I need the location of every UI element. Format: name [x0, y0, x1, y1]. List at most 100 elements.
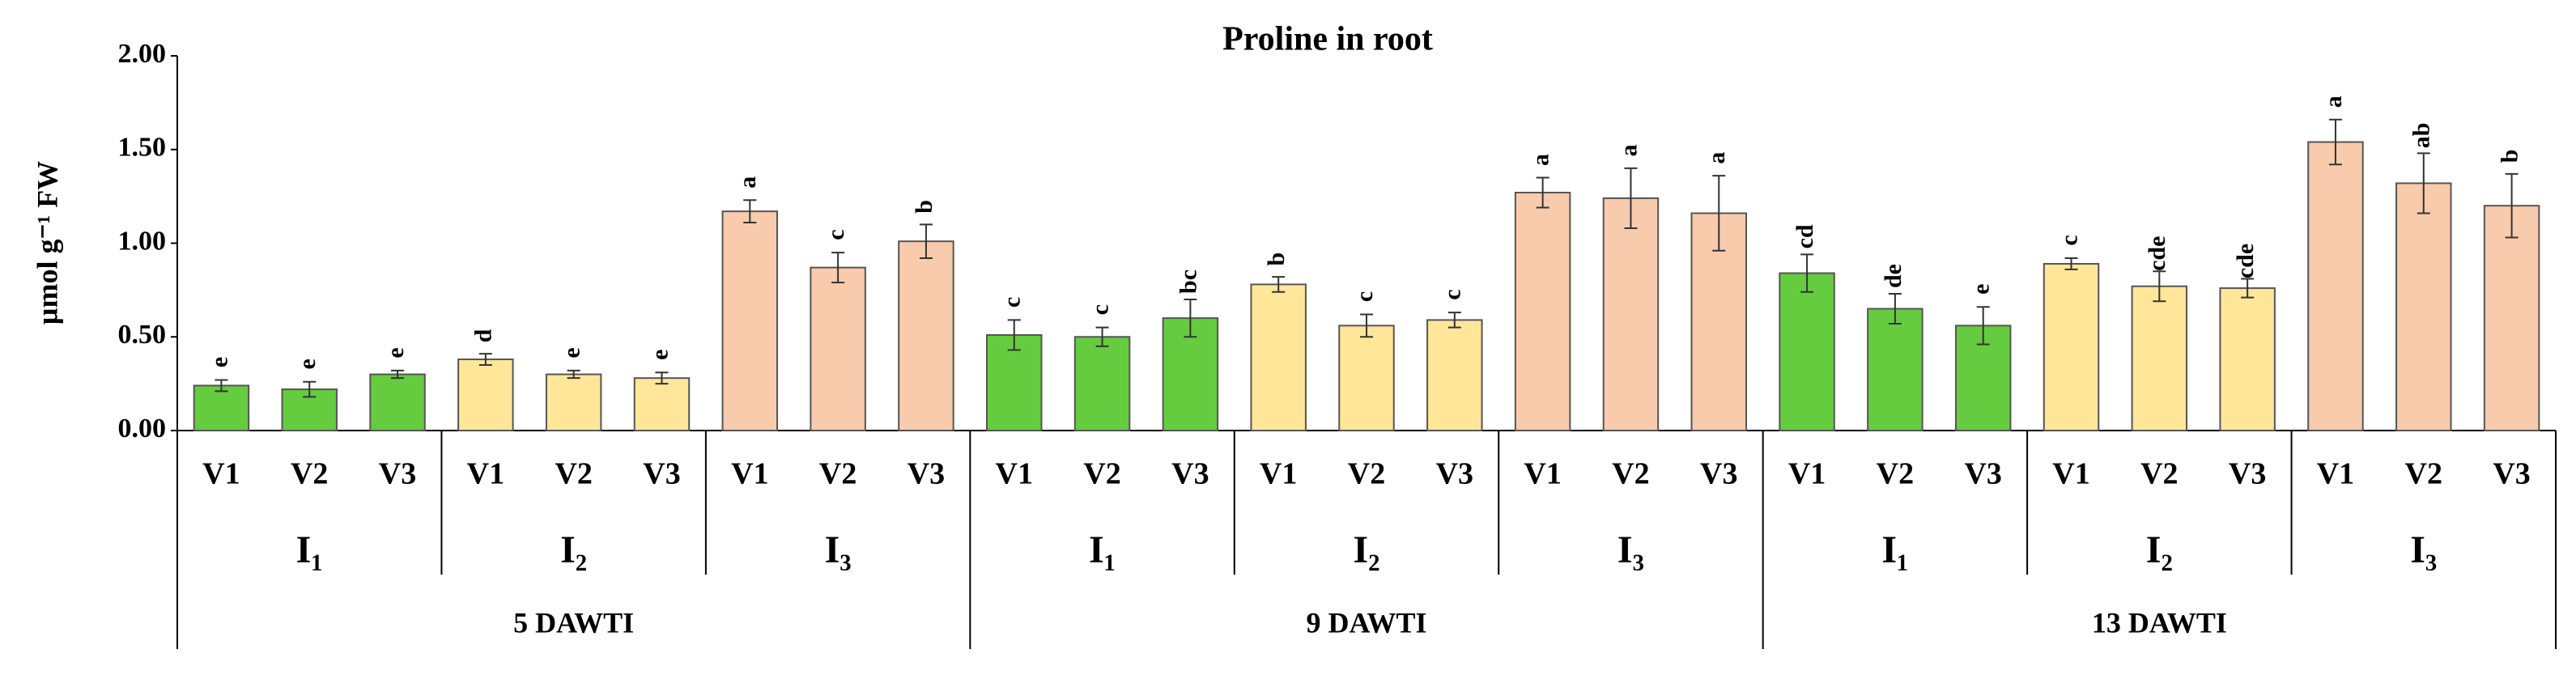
- error-bar: [2064, 257, 2078, 270]
- significance-letter: a: [734, 176, 761, 189]
- error-bar: [1712, 175, 1726, 252]
- subgroup-label: I₁: [296, 528, 323, 571]
- subgroup-label: I₃: [825, 528, 852, 571]
- y-tick-label: 1.50: [118, 133, 167, 163]
- significance-letter: cde: [2232, 244, 2259, 278]
- group-label: 5 DAWTI: [513, 606, 634, 639]
- x-tick-label: V3: [643, 457, 680, 491]
- bar: [1073, 336, 1131, 431]
- significance-letter: ab: [2408, 123, 2435, 149]
- x-tick-label: V2: [2405, 457, 2442, 491]
- subgroup-label: I₃: [2410, 528, 2437, 571]
- group-label: 9 DAWTI: [1306, 606, 1426, 639]
- bar: [193, 384, 250, 432]
- error-bar: [1976, 306, 1990, 346]
- significance-letter: e: [382, 347, 409, 358]
- bar: [2307, 141, 2364, 432]
- error-bar: [1095, 326, 1109, 347]
- x-tick-label: V1: [996, 457, 1033, 491]
- error-bar: [303, 380, 317, 398]
- significance-letter: a: [1528, 154, 1554, 166]
- subgroup-label: I₂: [2146, 528, 2173, 571]
- x-tick-label: V2: [1612, 457, 1649, 491]
- x-tick-label: V2: [819, 457, 857, 491]
- error-bar: [2505, 172, 2519, 239]
- x-tick-label: V2: [555, 457, 592, 491]
- error-bar: [2241, 278, 2255, 299]
- error-bar: [1888, 293, 1902, 325]
- significance-letter: a: [1615, 144, 1642, 156]
- x-tick-label: V2: [2140, 457, 2178, 491]
- error-bar: [1536, 176, 1549, 209]
- significance-letter: bc: [1175, 269, 1201, 294]
- bar: [2483, 205, 2540, 431]
- x-tick-label: V1: [2317, 457, 2354, 491]
- significance-letter: b: [911, 200, 937, 214]
- bar: [1338, 325, 1395, 431]
- x-tick-label: V1: [1260, 457, 1297, 491]
- bar: [1250, 283, 1307, 431]
- error-bar: [478, 353, 492, 366]
- error-bar: [1447, 312, 1461, 329]
- bar: [1779, 272, 1835, 432]
- x-tick-label: V3: [379, 457, 416, 491]
- significance-letter: c: [1439, 289, 1466, 299]
- error-bar: [2153, 270, 2166, 303]
- x-tick-label: V3: [1436, 457, 1473, 491]
- x-tick-label: V2: [1877, 457, 1914, 491]
- bar: [2395, 182, 2452, 431]
- x-tick-label: V1: [1788, 457, 1826, 491]
- x-tick-label: V2: [291, 457, 328, 491]
- bar: [1867, 308, 1923, 431]
- x-tick-label: V1: [467, 457, 504, 491]
- error-bar: [391, 369, 405, 380]
- error-bar: [2328, 118, 2342, 166]
- error-bar: [1360, 313, 1373, 338]
- subgroup-label: I₁: [1881, 528, 1908, 571]
- error-bar: [1007, 319, 1021, 351]
- x-tick-label: V3: [1964, 457, 2001, 491]
- significance-letter: b: [1263, 253, 1290, 266]
- x-tick-label: V3: [2493, 457, 2530, 491]
- x-tick-label: V2: [1348, 457, 1385, 491]
- significance-letter: e: [206, 357, 232, 367]
- group-label: 13 DAWTI: [2092, 606, 2227, 639]
- chart-title: Proline in root: [1222, 21, 1433, 58]
- error-bar: [1624, 167, 1638, 229]
- bar: [898, 240, 954, 431]
- bar: [633, 377, 691, 431]
- significance-letter: e: [294, 359, 321, 369]
- significance-letter: e: [559, 347, 585, 358]
- x-tick-label: V1: [2052, 457, 2089, 491]
- error-bar: [2417, 152, 2430, 214]
- significance-letter: a: [2320, 95, 2347, 108]
- subgroup-label: I₃: [1617, 528, 1644, 571]
- bar: [369, 373, 426, 431]
- bar: [2043, 262, 2100, 431]
- x-tick-label: V1: [202, 457, 240, 491]
- bar: [457, 359, 514, 431]
- y-axis-label: µmol g⁻¹ FW: [31, 161, 63, 325]
- x-tick-label: V3: [2229, 457, 2266, 491]
- x-tick-label: V3: [1171, 457, 1209, 491]
- bar: [2131, 285, 2188, 431]
- error-bar: [1800, 253, 1814, 293]
- bar: [721, 210, 779, 431]
- bar: [1602, 197, 1660, 431]
- significance-letter: d: [470, 329, 497, 342]
- error-bar: [567, 369, 580, 380]
- x-tick-label: V3: [1700, 457, 1737, 491]
- significance-letter: a: [1703, 152, 1730, 164]
- significance-letter: c: [1086, 304, 1113, 315]
- significance-letter: cd: [1792, 224, 1818, 248]
- error-bar: [1272, 276, 1286, 293]
- subgroup-label: I₁: [1089, 528, 1116, 571]
- error-bar: [743, 199, 757, 224]
- bar: [545, 373, 602, 431]
- error-bar: [655, 371, 669, 385]
- significance-letter: c: [823, 229, 849, 240]
- error-bar: [1184, 298, 1197, 338]
- bar: [810, 266, 866, 431]
- significance-letter: c: [2055, 235, 2082, 245]
